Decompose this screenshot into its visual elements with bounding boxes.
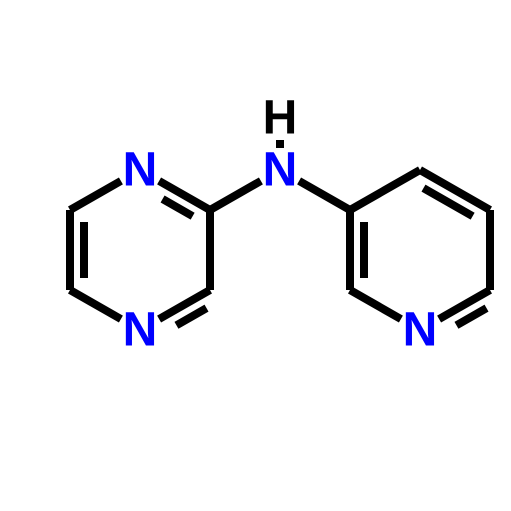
bond (350, 290, 401, 319)
atom-N_right: N (403, 304, 438, 357)
atom-N_top_left: N (123, 144, 158, 197)
atom-H_center: H (263, 92, 298, 145)
bond (70, 290, 121, 319)
bond (70, 181, 121, 210)
bond (299, 181, 350, 210)
atom-N_bottom_left: N (123, 304, 158, 357)
molecule-diagram: NNNHN (0, 0, 511, 511)
atom-N_center: N (263, 144, 298, 197)
bond (210, 181, 261, 210)
bond (350, 170, 420, 210)
